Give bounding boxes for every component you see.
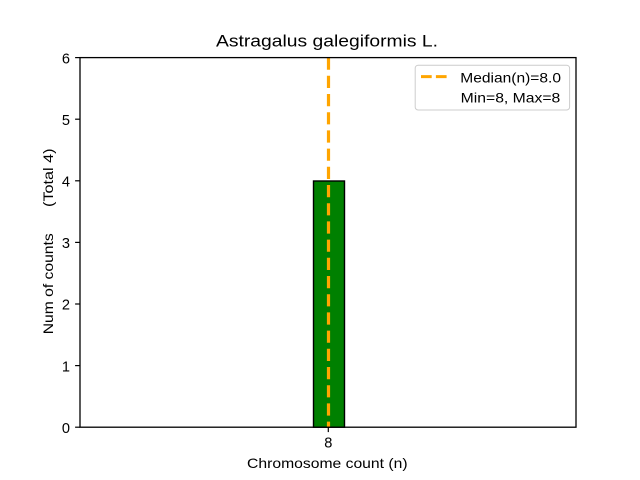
svg-text:5: 5 [62, 113, 70, 129]
svg-text:3: 3 [62, 236, 70, 252]
svg-text:(Total 4): (Total 4) [40, 148, 56, 207]
svg-text:Min=8, Max=8: Min=8, Max=8 [461, 89, 561, 105]
svg-text:1: 1 [62, 359, 70, 375]
svg-text:8: 8 [324, 436, 332, 452]
svg-text:Astragalus galegiformis L.: Astragalus galegiformis L. [216, 31, 438, 50]
svg-text:2: 2 [62, 298, 70, 314]
svg-text:Median(n)=8.0: Median(n)=8.0 [460, 69, 561, 85]
svg-text:4: 4 [62, 175, 70, 191]
svg-text:Chromosome count (n): Chromosome count (n) [247, 455, 408, 471]
svg-text:6: 6 [62, 51, 70, 67]
svg-text:0: 0 [62, 421, 70, 437]
svg-text:Num of counts: Num of counts [40, 233, 56, 334]
